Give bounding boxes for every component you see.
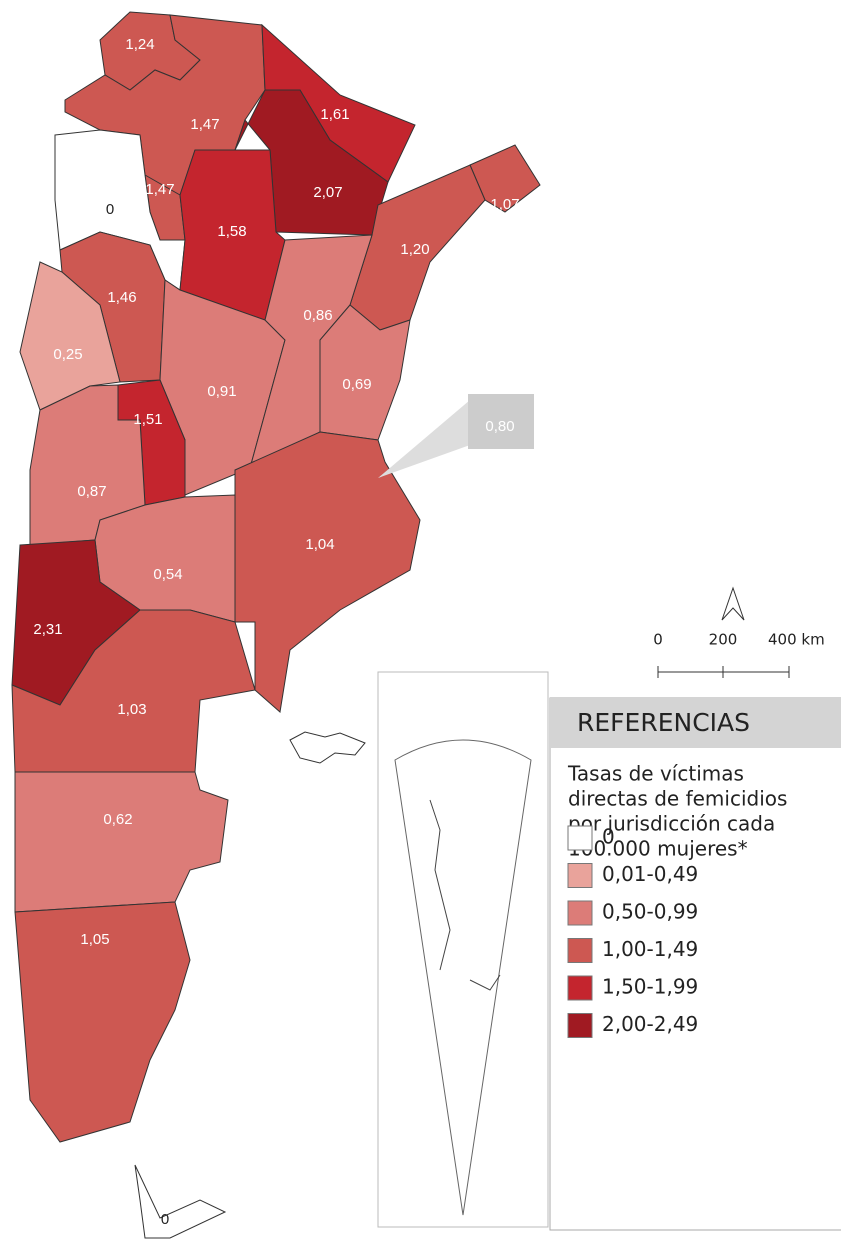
scale-label: 0 — [653, 631, 663, 649]
province — [234, 431, 421, 713]
province-label: 0 — [161, 1211, 169, 1228]
province-label: 1,47 — [145, 181, 174, 198]
province-label: 0 — [106, 201, 114, 218]
province — [234, 89, 389, 236]
legend-header — [550, 698, 841, 748]
province-label: 1,03 — [117, 701, 146, 718]
scale-label: 200 — [709, 631, 738, 649]
legend-swatch — [567, 975, 593, 1001]
scale-bar: 0 200 400 km — [653, 631, 825, 678]
province-label: 2,07 — [313, 184, 342, 201]
province-label: 1,61 — [320, 106, 349, 123]
province-label: 0,62 — [103, 811, 132, 828]
province-label: 0,91 — [207, 383, 236, 400]
antarctic-inset — [377, 671, 549, 1228]
antarctic-coast — [429, 799, 501, 991]
inset-box — [468, 394, 534, 449]
north-arrow — [721, 586, 745, 621]
inset-callout — [378, 400, 470, 478]
province-label: 0,54 — [153, 566, 182, 583]
province-label: 1,51 — [133, 411, 162, 428]
province-label: 2,31 — [33, 621, 62, 638]
legend-swatch — [567, 863, 593, 888]
legend-description: directas de femicidios — [568, 787, 787, 811]
province-label: 1,05 — [80, 931, 109, 948]
legend-item-label: 1,00-1,49 — [602, 937, 698, 961]
antarctic-sector — [394, 739, 532, 1216]
legend-item-label: 1,50-1,99 — [602, 975, 698, 999]
scale-label: 400 km — [768, 631, 825, 649]
legend-description: Tasas de víctimas — [567, 762, 744, 786]
province-label: 1,24 — [125, 36, 154, 53]
legend-item-label: 0,01-0,49 — [602, 862, 698, 886]
malvinas — [289, 731, 366, 764]
legend-description: 100.000 mujeres* — [568, 837, 748, 861]
province — [14, 901, 191, 1143]
province-label: 0,25 — [53, 346, 82, 363]
province-label: 1,04 — [305, 536, 334, 553]
legend-description: por jurisdicción cada — [568, 812, 775, 836]
legend-box — [549, 697, 841, 1231]
province-label: 1,20 — [400, 241, 429, 258]
legend-swatch — [567, 938, 593, 963]
legend-swatch — [567, 900, 593, 926]
province-label: 1,07 — [490, 196, 519, 213]
province — [319, 304, 411, 441]
legend-swatch — [567, 825, 593, 851]
legend-item-label: 2,00-2,49 — [602, 1012, 698, 1036]
province — [14, 771, 229, 913]
province-label: 0,87 — [77, 483, 106, 500]
province-label: 1,58 — [217, 223, 246, 240]
province — [19, 261, 121, 411]
legend-item-label: 0 — [602, 825, 615, 849]
province-label: 1,47 — [190, 116, 219, 133]
province-label: 0,86 — [303, 307, 332, 324]
province-label: 0,69 — [342, 376, 371, 393]
province — [134, 1164, 227, 1239]
legend-swatch — [567, 1013, 593, 1038]
province-label: 0,80 — [485, 418, 514, 435]
region-labels: 1,24 1,47 1,61 2,07 1,07 1,20 1,47 0 1,58 1,46 0,2… — [33, 36, 519, 1228]
legend-item-label: 0,50-0,99 — [602, 900, 698, 924]
legend-title: REFERENCIAS — [577, 708, 750, 737]
province-label: 1,46 — [107, 289, 136, 306]
